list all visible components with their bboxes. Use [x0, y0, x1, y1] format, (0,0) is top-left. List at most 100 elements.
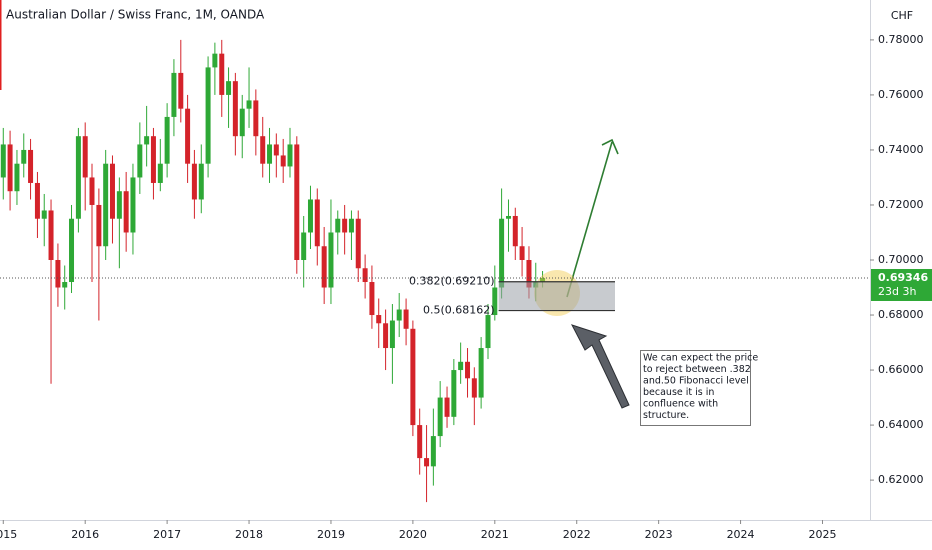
- candle-body: [321, 246, 327, 288]
- candle-body: [239, 108, 245, 137]
- candle-body: [451, 370, 457, 417]
- candle-body: [205, 67, 211, 164]
- candle-body: [7, 144, 13, 192]
- candle-body: [287, 144, 293, 167]
- candle-body: [383, 323, 389, 349]
- annotation-line: because it is in: [643, 387, 714, 398]
- axes: 0.62000 0.64000 0.66000 0.68000 0.70000 0.720…: [0, 33, 932, 541]
- x-tick-label: 2015: [0, 528, 17, 541]
- candle-body: [362, 268, 368, 283]
- candle-body: [55, 260, 61, 288]
- candles: [0, 39, 546, 503]
- candle-body: [499, 218, 505, 288]
- candle-body: [191, 163, 197, 200]
- y-tick-label: 0.64000: [878, 418, 924, 431]
- candle-body: [178, 72, 184, 109]
- fib-label: 0.382(0.69210): [409, 275, 495, 288]
- candle-body: [103, 163, 109, 247]
- candle-body: [335, 218, 341, 233]
- candle-body: [389, 320, 395, 349]
- y-tick-label: 0.76000: [878, 88, 924, 101]
- candle-body: [526, 260, 532, 288]
- annotation-line: and.50 Fibonacci level: [643, 376, 749, 387]
- candle-body: [430, 436, 436, 467]
- candle-body: [246, 100, 252, 109]
- candle-body: [144, 136, 150, 145]
- candle-body: [355, 218, 361, 269]
- candle-body: [21, 149, 27, 164]
- x-tick-label: 2018: [235, 528, 263, 541]
- y-tick-label: 0.78000: [878, 33, 924, 46]
- annotation-line: confluence with: [643, 399, 718, 410]
- x-tick-label: 2019: [317, 528, 345, 541]
- x-tick-label: 2021: [481, 528, 509, 541]
- drawings: 0.382(0.69210) 0.5(0.68162) We can expect …: [0, 138, 870, 426]
- candle-body: [226, 81, 232, 95]
- candle-body: [116, 191, 122, 219]
- candle-body: [82, 136, 88, 178]
- candle-body: [348, 218, 354, 233]
- candle-body: [396, 309, 402, 321]
- candle-body: [89, 177, 95, 205]
- candle-body: [267, 144, 273, 164]
- candle-body: [403, 309, 409, 329]
- candle-body: [307, 199, 313, 233]
- candle-body: [369, 282, 375, 316]
- candle-body: [294, 144, 300, 260]
- y-tick-label: 0.74000: [878, 143, 924, 156]
- candle-body: [0, 144, 6, 178]
- candle-body: [28, 149, 34, 183]
- candle-body: [376, 315, 382, 324]
- y-tick-label: 0.72000: [878, 198, 924, 211]
- annotation-box: [640, 350, 751, 426]
- candle-body: [410, 328, 416, 426]
- candle-body: [150, 136, 156, 183]
- candle-body: [109, 163, 115, 219]
- candle-body: [219, 53, 225, 95]
- candle-body: [198, 163, 204, 200]
- fib-zone: [498, 281, 615, 311]
- x-tick-label: 2023: [645, 528, 673, 541]
- candle-body: [130, 177, 136, 233]
- candle-body: [260, 136, 266, 164]
- candle-body: [424, 458, 430, 467]
- candle-body: [280, 155, 286, 167]
- candle-body: [328, 232, 334, 288]
- candle-body: [314, 199, 320, 247]
- candle-body: [171, 72, 177, 117]
- candle-body: [273, 144, 279, 156]
- candle-body: [492, 287, 498, 316]
- x-tick-label: 2024: [727, 528, 755, 541]
- x-tick-label: 2022: [563, 528, 591, 541]
- x-tick-label: 2025: [808, 528, 836, 541]
- y-tick-label: 0.66000: [878, 363, 924, 376]
- x-tick-label: 2016: [71, 528, 99, 541]
- candle-body: [185, 108, 191, 164]
- candle-body: [485, 315, 491, 349]
- candle-body: [137, 144, 143, 178]
- candle-body: [505, 215, 511, 219]
- price-tag-value: 0.69346: [878, 271, 928, 284]
- currency-label: CHF: [891, 9, 913, 22]
- candle-body: [458, 361, 464, 371]
- candle-body: [14, 163, 20, 192]
- down-arrow: [570, 324, 630, 409]
- candle-body: [465, 361, 471, 379]
- candle-body: [75, 136, 81, 219]
- candle-body: [253, 100, 259, 137]
- candle-body: [540, 277, 546, 283]
- x-tick-label: 2020: [399, 528, 427, 541]
- y-tick-label: 0.62000: [878, 473, 924, 486]
- annotation-line: We can expect the price: [643, 353, 758, 364]
- candle-body: [62, 282, 68, 288]
- candle-body: [471, 378, 477, 398]
- up-arrow-head: [601, 138, 619, 155]
- candle-body: [342, 218, 348, 233]
- fib-label: 0.5(0.68162): [423, 304, 495, 317]
- annotation-line: to reject between .382: [643, 364, 751, 375]
- chart-title: Australian Dollar / Swiss Franc, 1M, OAN…: [6, 8, 265, 22]
- candle-body: [212, 53, 218, 68]
- candle-body: [164, 116, 170, 164]
